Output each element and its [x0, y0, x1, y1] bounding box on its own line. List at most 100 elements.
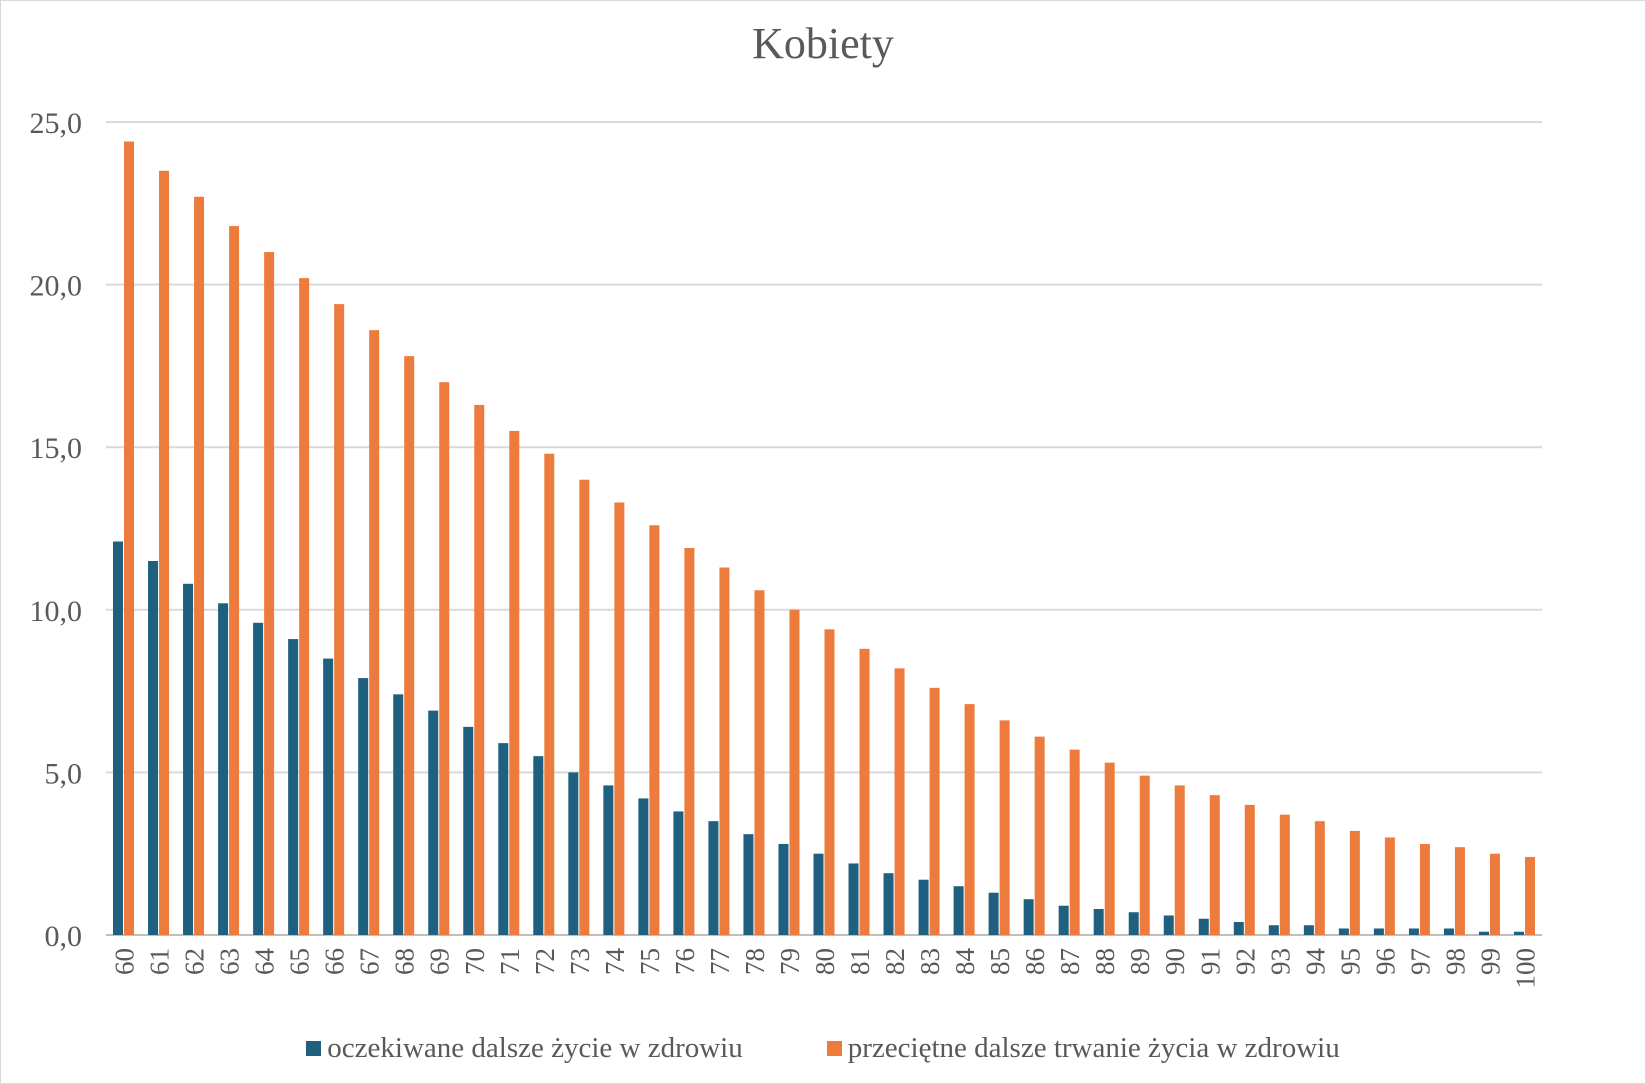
y-tick-label: 15,0	[30, 432, 83, 465]
bar-series-2	[439, 382, 450, 935]
bar-series-1	[1478, 931, 1489, 935]
bar-series-2	[754, 590, 765, 935]
bar-series-1	[1443, 928, 1454, 935]
bar-series-1	[218, 603, 229, 935]
bar-series-2	[229, 226, 240, 936]
x-tick-label: 83	[915, 948, 945, 975]
x-tick-label: 68	[390, 948, 420, 975]
bar-series-2	[1244, 804, 1255, 935]
bar-series-2	[1314, 821, 1325, 935]
x-tick-label: 90	[1160, 948, 1190, 975]
bar-series-1	[288, 639, 299, 935]
bar-series-1	[1268, 925, 1279, 935]
bar-series-2	[719, 567, 730, 935]
x-tick-label: 78	[740, 948, 770, 975]
bar-series-2	[159, 170, 170, 935]
bar-series-2	[999, 720, 1010, 935]
legend-label-series-2: przeciętne dalsze trwanie życia w zdrowi…	[847, 1031, 1340, 1064]
legend-item-series-2: przeciętne dalsze trwanie życia w zdrowi…	[826, 1031, 1340, 1065]
bar-series-1	[1338, 928, 1349, 935]
bar-series-2	[474, 404, 485, 935]
bar-series-2	[1209, 795, 1220, 935]
bar-series-1	[743, 834, 754, 935]
x-tick-label: 66	[320, 948, 350, 975]
bar-series-2	[684, 548, 695, 935]
bar-series-2	[649, 525, 660, 935]
x-tick-label: 80	[810, 948, 840, 975]
legend: oczekiwane dalsze życie w zdrowiu przeci…	[0, 1028, 1646, 1068]
bar-series-2	[369, 330, 380, 935]
x-tick-label: 92	[1230, 948, 1260, 975]
y-tick-label: 25,0	[30, 107, 83, 140]
bar-series-2	[1034, 736, 1045, 935]
x-tick-label: 88	[1090, 948, 1120, 975]
bar-series-1	[1408, 928, 1419, 935]
bar-series-1	[848, 863, 859, 935]
x-tick-label: 82	[880, 948, 910, 975]
bar-series-2	[1349, 830, 1360, 935]
bar-series-2	[404, 356, 415, 935]
x-tick-label: 77	[705, 948, 735, 975]
x-tick-label: 97	[1405, 948, 1435, 975]
x-tick-label: 93	[1265, 948, 1295, 975]
bar-series-2	[1384, 837, 1395, 935]
y-tick-label: 20,0	[30, 270, 83, 303]
bar-series-1	[1023, 899, 1034, 935]
x-tick-label: 96	[1370, 948, 1400, 975]
bar-series-1	[148, 561, 159, 935]
legend-label-series-1: oczekiwane dalsze życie w zdrowiu	[327, 1031, 743, 1064]
bar-series-1	[1058, 905, 1069, 935]
bar-series-2	[1139, 775, 1150, 935]
bar-series-1	[708, 821, 719, 935]
bar-series-1	[673, 811, 684, 935]
bar-series-1	[1093, 908, 1104, 935]
bar-series-1	[638, 798, 649, 935]
bar-series-2	[194, 196, 205, 935]
bar-series-1	[428, 710, 439, 935]
bar-series-1	[323, 658, 334, 935]
bar-series-2	[1524, 856, 1535, 935]
bar-series-2	[824, 629, 835, 935]
y-tick-label: 5,0	[45, 757, 83, 790]
x-tick-label: 98	[1440, 948, 1470, 975]
x-tick-label: 99	[1475, 948, 1505, 975]
legend-item-series-1: oczekiwane dalsze życie w zdrowiu	[306, 1031, 743, 1065]
bar-series-1	[1303, 925, 1314, 935]
x-tick-label: 67	[355, 948, 385, 975]
x-tick-label: 75	[635, 948, 665, 975]
bar-series-2	[859, 648, 870, 935]
x-tick-label: 81	[845, 948, 875, 975]
bar-series-1	[778, 843, 789, 935]
bar-series-1	[463, 726, 474, 935]
bar-series-2	[264, 252, 275, 935]
bar-series-1	[393, 694, 404, 935]
bar-series-2	[544, 453, 555, 935]
x-tick-label: 63	[215, 948, 245, 975]
bar-series-1	[603, 785, 614, 935]
x-tick-label: 85	[985, 948, 1015, 975]
bar-series-2	[1069, 749, 1080, 935]
bar-series-2	[1419, 843, 1430, 935]
x-tick-label: 60	[110, 948, 140, 975]
bar-series-1	[183, 583, 194, 935]
bar-series-2	[299, 278, 310, 935]
bar-series-1	[953, 886, 964, 935]
bar-series-2	[509, 430, 520, 935]
x-tick-label: 95	[1335, 948, 1365, 975]
bar-series-2	[334, 304, 345, 935]
bar-series-1	[1373, 928, 1384, 935]
x-tick-label: 79	[775, 948, 805, 975]
x-tick-label: 89	[1125, 948, 1155, 975]
bars	[113, 141, 1535, 936]
bar-series-1	[988, 892, 999, 935]
x-tick-label: 74	[600, 948, 630, 976]
x-tick-label: 73	[565, 948, 595, 975]
bar-series-1	[533, 756, 544, 935]
bar-series-1	[918, 879, 929, 935]
axes: 0,0 5,0 10,0 15,0 20,0 25,0 60 61 62 63 64 65 66 67 68…	[30, 107, 1541, 989]
bar-series-2	[929, 687, 940, 935]
bar-series-1	[813, 853, 824, 935]
bar-series-1	[1198, 918, 1209, 935]
bar-series-1	[498, 743, 509, 935]
